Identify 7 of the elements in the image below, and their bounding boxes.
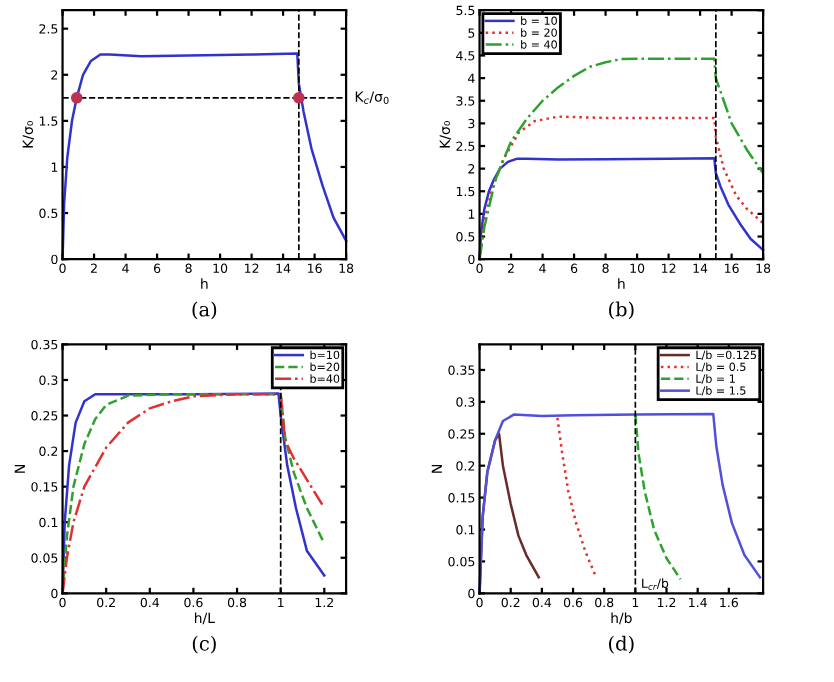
line-series (556, 416, 597, 576)
line-series (61, 392, 326, 595)
text: (a) (192, 301, 217, 320)
line-series (634, 413, 682, 581)
text: (d) (609, 635, 634, 654)
text: (c) (192, 635, 216, 654)
text: (b) (609, 301, 634, 320)
